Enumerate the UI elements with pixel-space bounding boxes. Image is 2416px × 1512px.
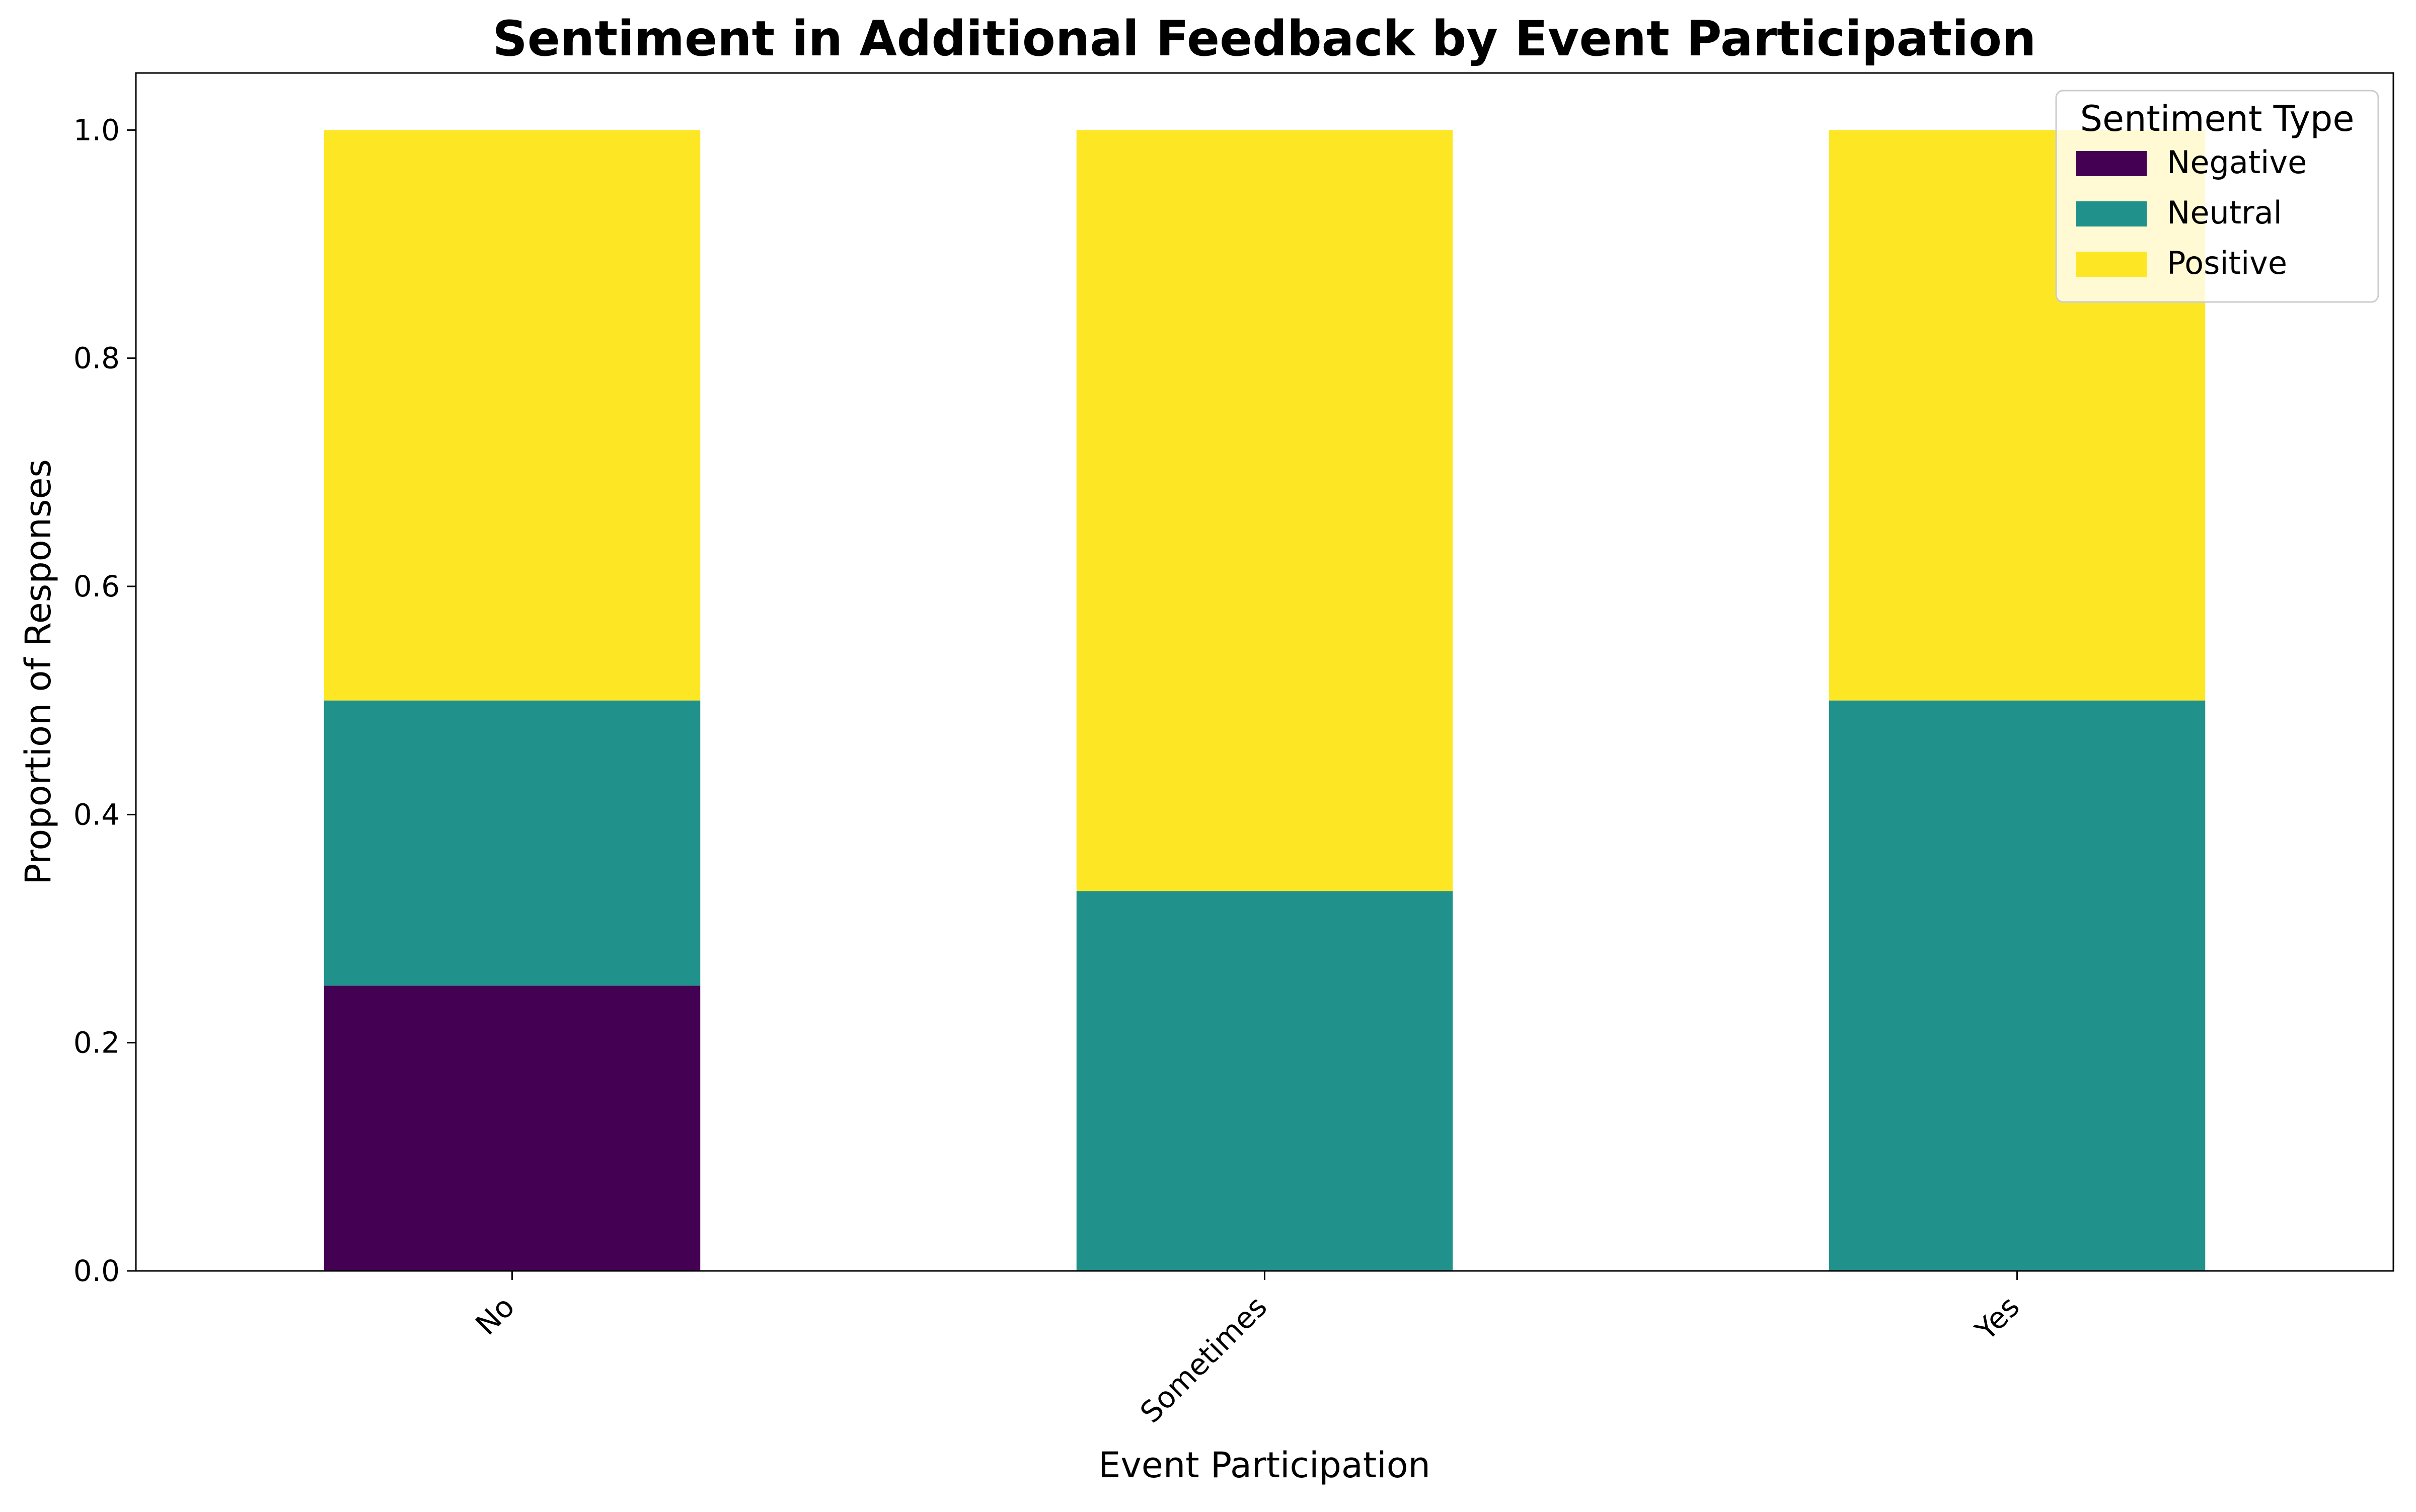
y-tick-label: 0.4 — [73, 797, 120, 831]
bar-no-neutral — [324, 700, 701, 986]
y-tick-label: 0.6 — [73, 569, 120, 603]
legend-label-negative: Negative — [2167, 144, 2307, 181]
y-axis-label: Proportion of Responses — [18, 459, 59, 885]
chart-title: Sentiment in Additional Feedback by Even… — [493, 11, 2036, 67]
bar-no-negative — [324, 986, 701, 1271]
y-tick-label: 0.8 — [73, 341, 120, 375]
legend-swatch-negative — [2076, 151, 2147, 176]
legend-items: Negative Neutral Positive — [2076, 144, 2307, 281]
bar-no-positive — [324, 130, 701, 701]
y-tick-label: 1.0 — [73, 113, 120, 147]
y-tick-label: 0.2 — [73, 1026, 120, 1060]
bar-sometimes-positive — [1076, 130, 1453, 891]
legend-box — [2055, 90, 2379, 303]
legend-swatch-neutral — [2076, 201, 2147, 226]
y-axis: 0.0 0.2 0.4 0.6 0.8 1.0 — [73, 113, 136, 1288]
bar-sometimes-neutral — [1076, 891, 1453, 1271]
bars-layer — [324, 130, 2206, 1271]
legend: Sentiment Type Negative Neutral Positive — [2055, 90, 2379, 303]
bar-yes-neutral — [1829, 700, 2206, 1271]
legend-label-neutral: Neutral — [2167, 194, 2282, 231]
legend-label-positive: Positive — [2167, 245, 2287, 281]
y-tick-label: 0.0 — [73, 1254, 120, 1288]
x-axis-label: Event Participation — [1098, 1445, 1430, 1486]
legend-title: Sentiment Type — [2080, 98, 2355, 139]
legend-swatch-positive — [2076, 252, 2147, 277]
